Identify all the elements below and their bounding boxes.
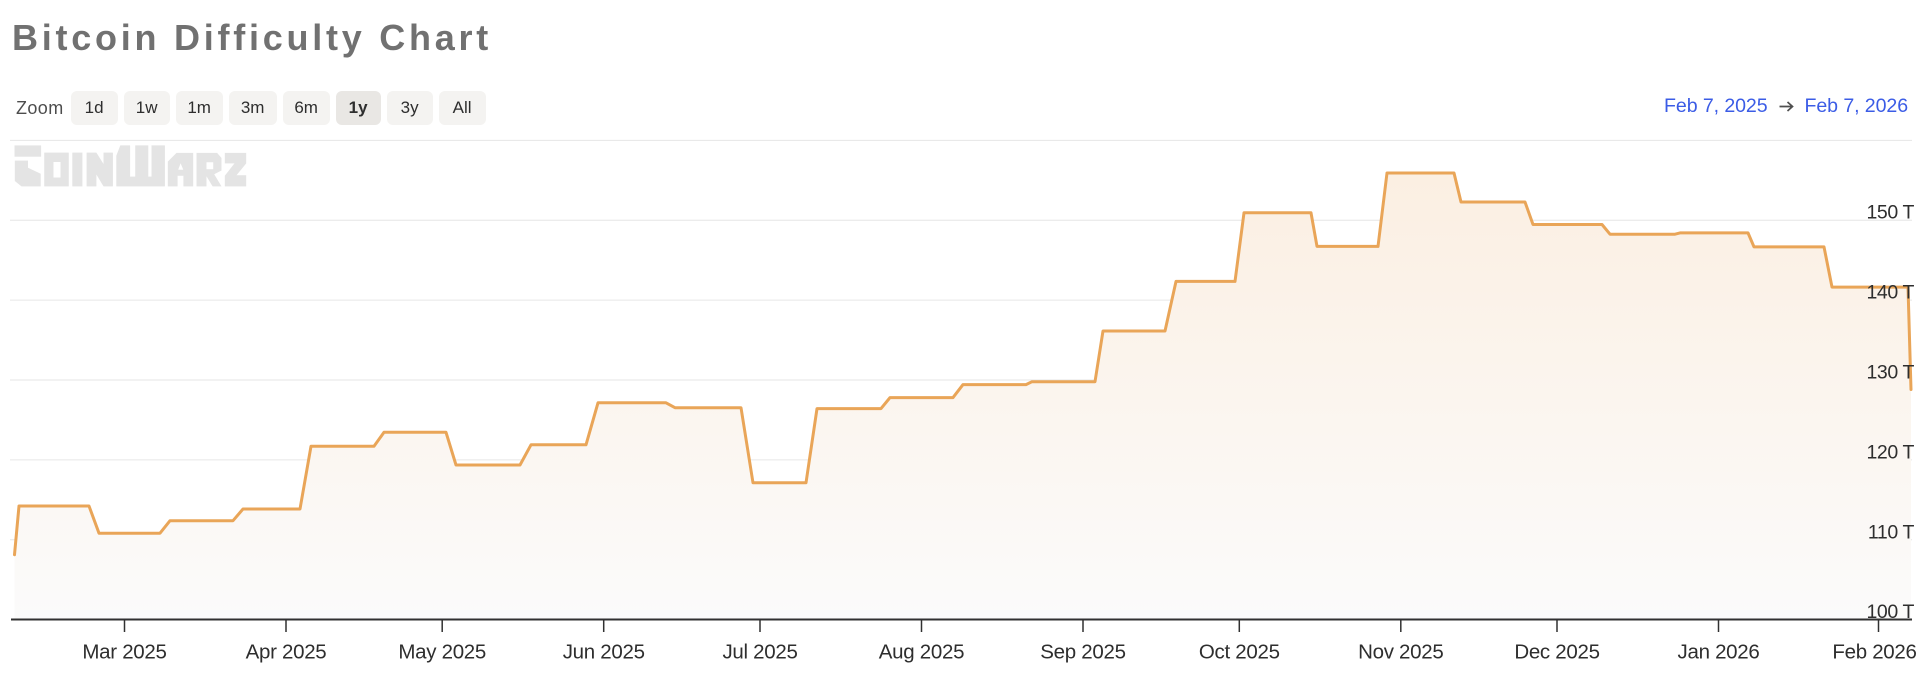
svg-text:Jun 2025: Jun 2025 bbox=[563, 640, 645, 663]
svg-text:Sep 2025: Sep 2025 bbox=[1040, 640, 1125, 663]
svg-text:Apr 2025: Apr 2025 bbox=[246, 640, 327, 663]
svg-text:Mar 2025: Mar 2025 bbox=[82, 640, 166, 663]
svg-text:Aug 2025: Aug 2025 bbox=[879, 640, 964, 663]
svg-text:Oct 2025: Oct 2025 bbox=[1199, 640, 1280, 663]
svg-text:Dec 2025: Dec 2025 bbox=[1514, 640, 1599, 663]
svg-text:150 T: 150 T bbox=[1866, 202, 1914, 224]
svg-text:140 T: 140 T bbox=[1866, 282, 1914, 304]
svg-text:120 T: 120 T bbox=[1866, 441, 1914, 463]
svg-text:130 T: 130 T bbox=[1866, 362, 1914, 384]
svg-text:Feb 2026: Feb 2026 bbox=[1832, 640, 1916, 663]
svg-text:Jul 2025: Jul 2025 bbox=[722, 640, 797, 663]
svg-text:100 T: 100 T bbox=[1866, 601, 1914, 623]
svg-text:Nov 2025: Nov 2025 bbox=[1358, 640, 1443, 663]
svg-text:110 T: 110 T bbox=[1868, 521, 1915, 543]
svg-text:May 2025: May 2025 bbox=[398, 640, 486, 663]
svg-text:Jan 2026: Jan 2026 bbox=[1678, 640, 1760, 663]
